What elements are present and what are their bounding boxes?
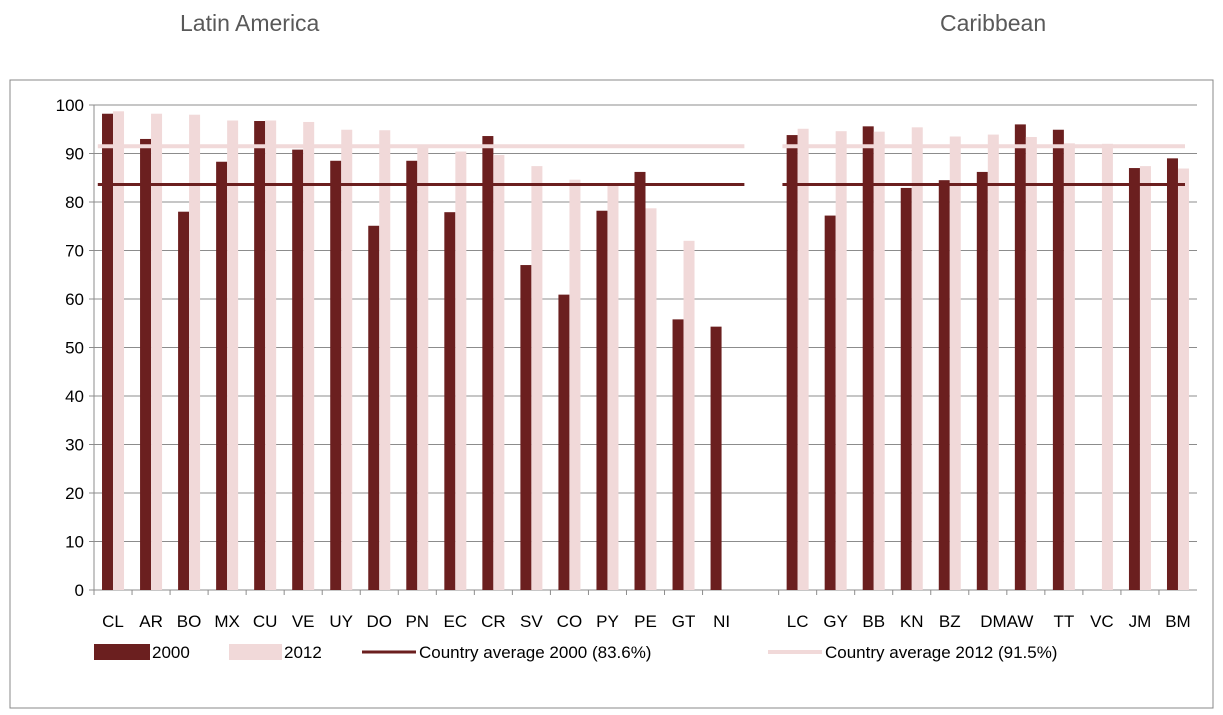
bar-2012-sv — [531, 166, 542, 590]
bar-2000-pn — [406, 161, 417, 590]
bar-2012-cu — [265, 121, 276, 590]
bar-2000-py — [596, 211, 607, 590]
bar-2000-co — [558, 295, 569, 590]
y-tick-label: 20 — [65, 484, 84, 503]
x-tick-label: VC — [1090, 612, 1114, 631]
y-tick-label: 60 — [65, 290, 84, 309]
legend-label-avg-2012: Country average 2012 (91.5%) — [825, 643, 1057, 662]
x-tick-label: AR — [139, 612, 163, 631]
bar-2012-py — [607, 185, 618, 590]
x-tick-label: BM — [1165, 612, 1191, 631]
bar-2012-tt — [1064, 143, 1075, 590]
x-tick-label: PY — [596, 612, 619, 631]
x-tick-label: CL — [102, 612, 124, 631]
x-tick-label: KN — [900, 612, 924, 631]
bar-2000-bo — [178, 212, 189, 590]
bar-2000-ve — [292, 150, 303, 590]
x-tick-label: BZ — [939, 612, 961, 631]
bar-2000-ec — [444, 212, 455, 590]
bar-2012-pe — [646, 208, 657, 590]
bar-2000-dma — [977, 172, 988, 590]
bar-2000-uy — [330, 161, 341, 590]
x-tick-label: CR — [481, 612, 506, 631]
x-tick-label: DMAW — [980, 612, 1033, 631]
bar-2012-aw — [1026, 137, 1037, 590]
bar-2000-lc — [787, 135, 798, 590]
bar-2000-cr — [482, 136, 493, 590]
bar-2000-jm — [1129, 168, 1140, 590]
x-tick-label: CO — [557, 612, 583, 631]
bar-2012-bm — [1178, 169, 1189, 590]
legend-swatch-2000 — [94, 644, 150, 660]
x-tick-label: NI — [713, 612, 730, 631]
bar-2000-cu — [254, 121, 265, 590]
x-tick-label: EC — [444, 612, 468, 631]
x-tick-label: JM — [1129, 612, 1152, 631]
x-tick-label: PE — [634, 612, 657, 631]
x-tick-label: GY — [823, 612, 848, 631]
x-tick-label: PN — [405, 612, 429, 631]
bar-2012-gt — [684, 241, 695, 590]
bar-2012-bb — [874, 132, 885, 590]
x-tick-label: TT — [1053, 612, 1074, 631]
bar-2012-mx — [227, 121, 238, 590]
y-tick-label: 90 — [65, 145, 84, 164]
y-tick-label: 30 — [65, 436, 84, 455]
bar-2012-cr — [493, 155, 504, 590]
bar-2012-bz — [950, 137, 961, 590]
bar-2000-bb — [863, 126, 874, 590]
x-tick-label: GT — [672, 612, 696, 631]
bar-2000-gy — [825, 216, 836, 590]
bar-2000-aw — [1015, 124, 1026, 590]
bar-2000-bz — [939, 180, 950, 590]
x-tick-label: SV — [520, 612, 543, 631]
x-tick-label: BB — [862, 612, 885, 631]
bar-2000-kn — [901, 188, 912, 590]
bar-2000-tt — [1053, 130, 1064, 590]
y-tick-label: 0 — [75, 581, 84, 600]
bar-2012-dma — [988, 135, 999, 590]
x-tick-label: LC — [787, 612, 809, 631]
bar-2012-jm — [1140, 166, 1151, 590]
x-tick-label: VE — [292, 612, 315, 631]
y-tick-label: 40 — [65, 387, 84, 406]
bar-2012-ec — [455, 152, 466, 590]
bar-2000-bm — [1167, 158, 1178, 590]
bar-2012-do — [379, 130, 390, 590]
bar-2000-ar — [140, 139, 151, 590]
bar-2012-gy — [836, 131, 847, 590]
y-tick-label: 10 — [65, 533, 84, 552]
bar-2000-pe — [635, 172, 646, 590]
bar-2000-gt — [673, 319, 684, 590]
y-tick-label: 70 — [65, 242, 84, 261]
x-tick-label: CU — [253, 612, 278, 631]
bar-2012-lc — [798, 129, 809, 590]
x-tick-label: UY — [329, 612, 353, 631]
legend-label-avg-2000: Country average 2000 (83.6%) — [419, 643, 651, 662]
y-tick-label: 100 — [56, 96, 84, 115]
bar-2012-uy — [341, 130, 352, 590]
bar-2012-co — [569, 180, 580, 590]
bar-2012-kn — [912, 127, 923, 590]
bar-2000-mx — [216, 162, 227, 590]
bar-2012-pn — [417, 145, 428, 590]
legend-label-2012: 2012 — [284, 643, 322, 662]
bar-2012-vc — [1102, 144, 1113, 590]
bar-2000-ni — [711, 327, 722, 590]
bar-2000-sv — [520, 265, 531, 590]
legend-label-2000: 2000 — [152, 643, 190, 662]
x-tick-label: DO — [367, 612, 393, 631]
x-tick-label: MX — [214, 612, 240, 631]
y-tick-label: 50 — [65, 339, 84, 358]
legend-swatch-2012 — [229, 644, 282, 660]
bar-2000-do — [368, 226, 379, 590]
legend: 2000 2012 Country average 2000 (83.6%) Coun… — [94, 643, 1057, 662]
y-tick-label: 80 — [65, 193, 84, 212]
bar-2012-ve — [303, 122, 314, 590]
x-tick-label: BO — [177, 612, 202, 631]
